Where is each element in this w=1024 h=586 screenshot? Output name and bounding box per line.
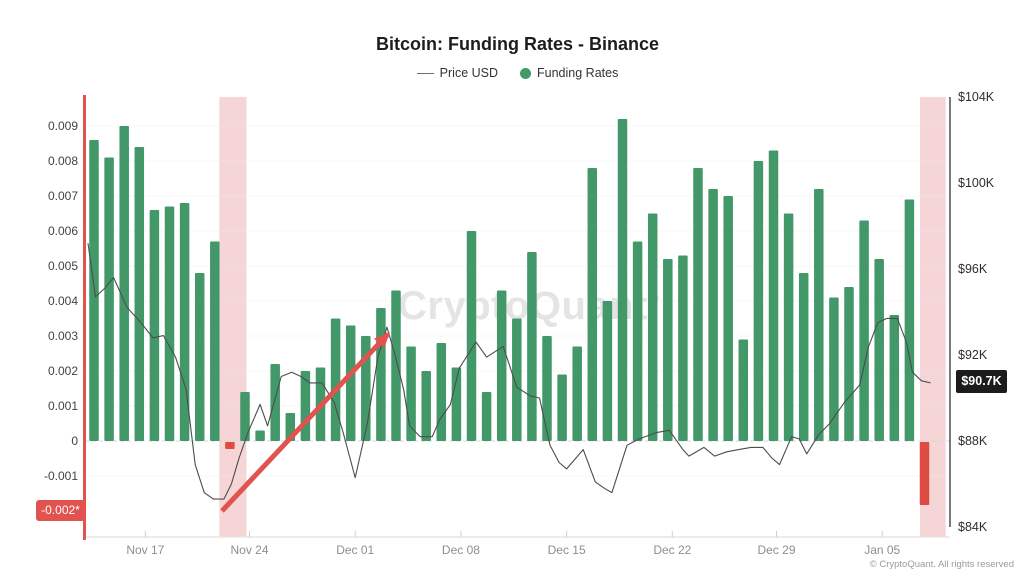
x-axis-label: Dec 22 — [653, 543, 692, 557]
funding-bar — [436, 343, 447, 441]
funding-bar — [119, 126, 129, 441]
price-axis-label: $100K — [958, 175, 995, 190]
funding-bar — [647, 213, 658, 441]
x-axis-label: Nov 17 — [126, 543, 165, 557]
price-axis-label: $92K — [958, 347, 988, 362]
funding-bar — [904, 199, 915, 441]
price-axis-label: $104K — [958, 89, 995, 104]
funding-bar — [451, 367, 462, 441]
funding-bar — [104, 157, 114, 441]
funding-bar — [391, 290, 401, 441]
funding-bar — [844, 287, 854, 441]
funding-bar — [421, 371, 431, 441]
funding-bar — [527, 252, 537, 441]
funding-bar — [89, 140, 99, 441]
price-line — [87, 243, 931, 500]
legend-item-price[interactable]: Price USD — [416, 66, 499, 80]
x-axis-label: Dec 08 — [441, 543, 480, 557]
funding-bar — [783, 213, 794, 441]
funding-bar — [753, 161, 764, 441]
price-axis-label: $96K — [958, 261, 988, 276]
funding-bar — [542, 336, 552, 441]
funding-axis-label: 0.008 — [47, 153, 78, 168]
funding-bar — [496, 290, 507, 441]
funding-bar — [255, 430, 265, 441]
funding-bar — [617, 119, 628, 441]
funding-bar — [738, 339, 749, 441]
funding-min-badge: -0.002* — [36, 500, 85, 521]
funding-bar — [210, 241, 220, 441]
legend-funding-label: Funding Rates — [537, 66, 619, 80]
funding-bar-negative — [225, 442, 235, 449]
legend-item-funding[interactable]: Funding Rates — [520, 66, 618, 80]
legend: Price USD Funding Rates — [85, 66, 950, 80]
funding-bar — [481, 392, 492, 441]
funding-axis-label: 0.001 — [47, 398, 78, 413]
chart-title: Bitcoin: Funding Rates - Binance — [375, 34, 659, 54]
funding-bar — [330, 318, 341, 441]
funding-bar — [798, 273, 809, 441]
funding-bar — [768, 150, 779, 441]
funding-bar-negative — [919, 442, 930, 505]
funding-axis-label: 0.007 — [47, 188, 78, 203]
copyright-text: © CryptoQuant. All rights reserved — [869, 559, 1014, 570]
funding-bar — [889, 315, 900, 441]
funding-bar — [678, 255, 688, 441]
funding-bar — [134, 147, 145, 441]
funding-bar — [874, 259, 884, 441]
annotation-arrow — [220, 331, 391, 513]
funding-bar — [814, 189, 824, 441]
funding-bar — [179, 203, 190, 441]
funding-bar — [602, 301, 613, 441]
funding-axis-label: 0.003 — [47, 328, 78, 343]
funding-bar — [164, 206, 175, 441]
funding-bar — [376, 308, 386, 441]
funding-axis-label: 0 — [71, 433, 78, 448]
funding-dot-swatch-icon — [520, 67, 532, 79]
funding-bar — [587, 168, 598, 441]
funding-axis-label: 0.004 — [47, 293, 78, 308]
funding-axis-label: 0.005 — [47, 258, 78, 273]
funding-bar — [632, 241, 643, 441]
price-axis-label: $88K — [958, 433, 988, 448]
current-price-badge: $90.7K — [956, 370, 1007, 393]
funding-bar — [149, 210, 160, 441]
funding-axis-label: -0.001 — [43, 468, 78, 483]
price-axis-label: $84K — [958, 519, 988, 534]
funding-bar — [194, 273, 205, 441]
funding-bar — [240, 392, 250, 441]
x-axis-label: Nov 24 — [230, 543, 269, 557]
funding-bar — [859, 220, 869, 441]
legend-price-label: Price USD — [439, 66, 499, 80]
price-line-swatch-icon — [416, 72, 434, 74]
funding-bar — [270, 364, 280, 441]
highlight-band — [219, 97, 247, 537]
funding-axis-label: 0.002 — [47, 363, 78, 378]
x-axis-label: Dec 29 — [757, 543, 796, 557]
x-axis-label: Jan 05 — [864, 543, 901, 557]
funding-bar — [829, 297, 839, 441]
funding-bar — [512, 318, 522, 441]
funding-bar — [345, 325, 356, 441]
funding-bar — [466, 231, 477, 441]
x-axis-label: Dec 01 — [336, 543, 375, 557]
funding-axis-label: 0.006 — [47, 223, 78, 238]
funding-bar — [663, 259, 673, 441]
funding-bar — [557, 374, 567, 441]
funding-bar — [723, 196, 733, 441]
x-axis-label: Dec 15 — [547, 543, 586, 557]
funding-bar — [572, 346, 582, 441]
funding-bar — [693, 168, 703, 441]
funding-bar — [708, 189, 718, 441]
funding-axis-label: 0.009 — [47, 118, 78, 133]
